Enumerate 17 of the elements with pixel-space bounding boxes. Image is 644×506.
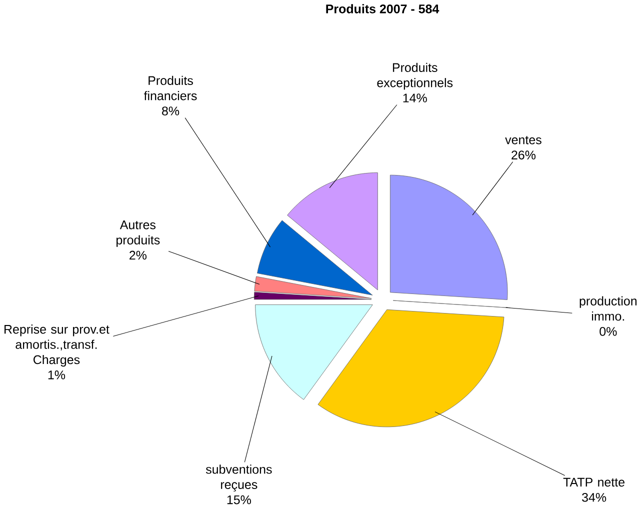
- chart-title: Produits 2007 - 584: [326, 4, 440, 14]
- text: 0%: [600, 326, 617, 336]
- data-label: 8%: [162, 106, 180, 116]
- data-label: 15%: [227, 495, 251, 504]
- category-label: production immo.: [580, 296, 637, 320]
- slice-label: Autres produits: [116, 220, 160, 247]
- slice-label: subventions reçues: [206, 464, 272, 492]
- data-label: 14%: [403, 93, 427, 102]
- slice-label: Reprise sur prov.et amortis.,transf. Charges: [4, 324, 110, 366]
- slice-label: Produits exceptionnels: [377, 62, 453, 90]
- slice-label: ventes: [505, 136, 542, 144]
- data-label: 26%: [512, 150, 536, 160]
- data-label: 1%: [48, 370, 66, 380]
- data-label: 34%: [582, 492, 606, 502]
- slice-label: Produits financiers: [144, 76, 197, 100]
- slice-label: TATP nette: [563, 478, 624, 486]
- data-label: 2%: [130, 250, 147, 260]
